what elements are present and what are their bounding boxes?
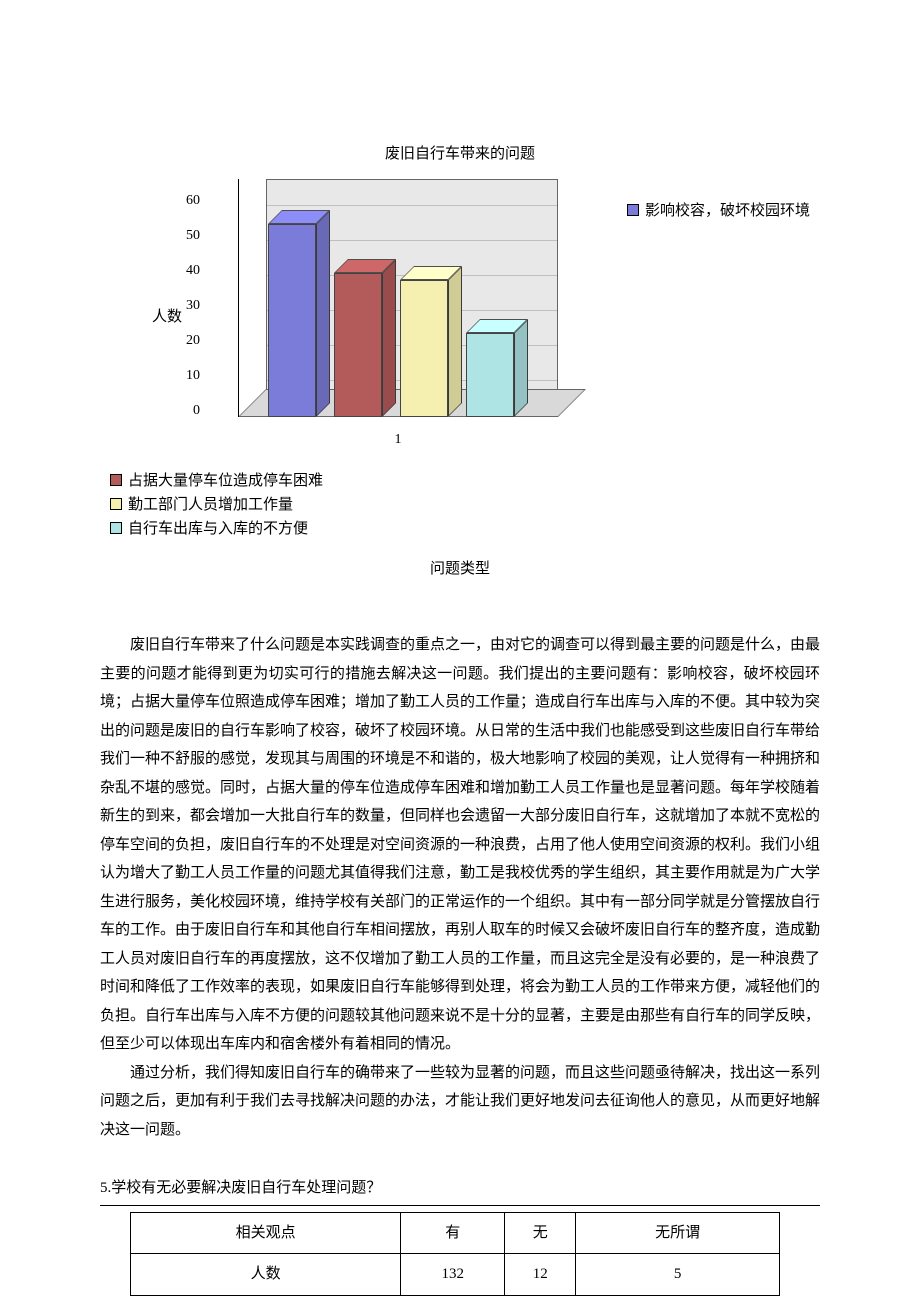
y-tick-label: 30 <box>170 293 200 320</box>
table-cell: 人数 <box>131 1254 401 1296</box>
body-text: 废旧自行车带来了什么问题是本实践调查的重点之一，由对它的调查可以得到最主要的问题… <box>100 631 820 1144</box>
legend-item-0: 影响校容，破坏校园环境 <box>627 197 810 226</box>
question-number: 5 <box>100 1180 108 1196</box>
legend-bottom: 占据大量停车位造成停车困难勤工部门人员增加工作量自行车出库与入库的不方便 <box>110 469 820 541</box>
bar-1 <box>334 273 382 417</box>
legend-item-1: 占据大量停车位造成停车困难 <box>110 469 820 493</box>
table-cell: 12 <box>505 1254 576 1296</box>
bar-chart: 影响校容，破坏校园环境 人数 0102030405060 1 <box>160 179 650 469</box>
y-tick-label: 20 <box>170 328 200 355</box>
question-underline <box>100 1205 820 1206</box>
y-tick-label: 50 <box>170 223 200 250</box>
legend-label: 勤工部门人员增加工作量 <box>128 497 293 513</box>
section-label: 问题类型 <box>100 555 820 584</box>
legend-item-3: 自行车出库与入库的不方便 <box>110 517 820 541</box>
table-header: 相关观点 <box>131 1212 401 1254</box>
legend-swatch-icon <box>110 522 122 534</box>
chart-title: 废旧自行车带来的问题 <box>100 140 820 169</box>
bar-3 <box>466 333 514 417</box>
paragraph-2: 通过分析，我们得知废旧自行车的确带来了一些较为显著的问题，而且这些问题亟待解决，… <box>100 1059 820 1145</box>
bar-0 <box>268 224 316 417</box>
y-axis-line <box>238 179 239 417</box>
table-row: 相关观点 有 无 无所谓 <box>131 1212 780 1254</box>
question-5: 5.学校有无必要解决废旧自行车处理问题？ 相关观点 有 无 无所谓 人数 132… <box>100 1174 820 1296</box>
paragraph-1: 废旧自行车带来了什么问题是本实践调查的重点之一，由对它的调查可以得到最主要的问题… <box>100 631 820 1059</box>
q5-table: 相关观点 有 无 无所谓 人数 132 12 5 <box>130 1212 780 1296</box>
gridline <box>267 205 557 206</box>
table-cell: 5 <box>576 1254 780 1296</box>
table-header: 无所谓 <box>576 1212 780 1254</box>
legend-label: 影响校容，破坏校园环境 <box>645 203 810 219</box>
y-tick-label: 10 <box>170 363 200 390</box>
chart-plot-area <box>238 207 558 417</box>
y-tick-label: 60 <box>170 188 200 215</box>
legend-label: 自行车出库与入库的不方便 <box>128 521 308 537</box>
legend-label: 占据大量停车位造成停车困难 <box>128 473 323 489</box>
legend-swatch-icon <box>627 204 639 216</box>
table-row: 人数 132 12 5 <box>131 1254 780 1296</box>
table-header: 有 <box>401 1212 505 1254</box>
y-tick-label: 0 <box>170 398 200 425</box>
legend-swatch-icon <box>110 498 122 510</box>
table-cell: 132 <box>401 1254 505 1296</box>
bar-2 <box>400 280 448 417</box>
legend-item-2: 勤工部门人员增加工作量 <box>110 493 820 517</box>
y-tick-label: 40 <box>170 258 200 285</box>
x-category-label: 1 <box>238 427 558 454</box>
table-header: 无 <box>505 1212 576 1254</box>
legend-swatch-icon <box>110 474 122 486</box>
question-text: 学校有无必要解决废旧自行车处理问题？ <box>111 1180 381 1196</box>
